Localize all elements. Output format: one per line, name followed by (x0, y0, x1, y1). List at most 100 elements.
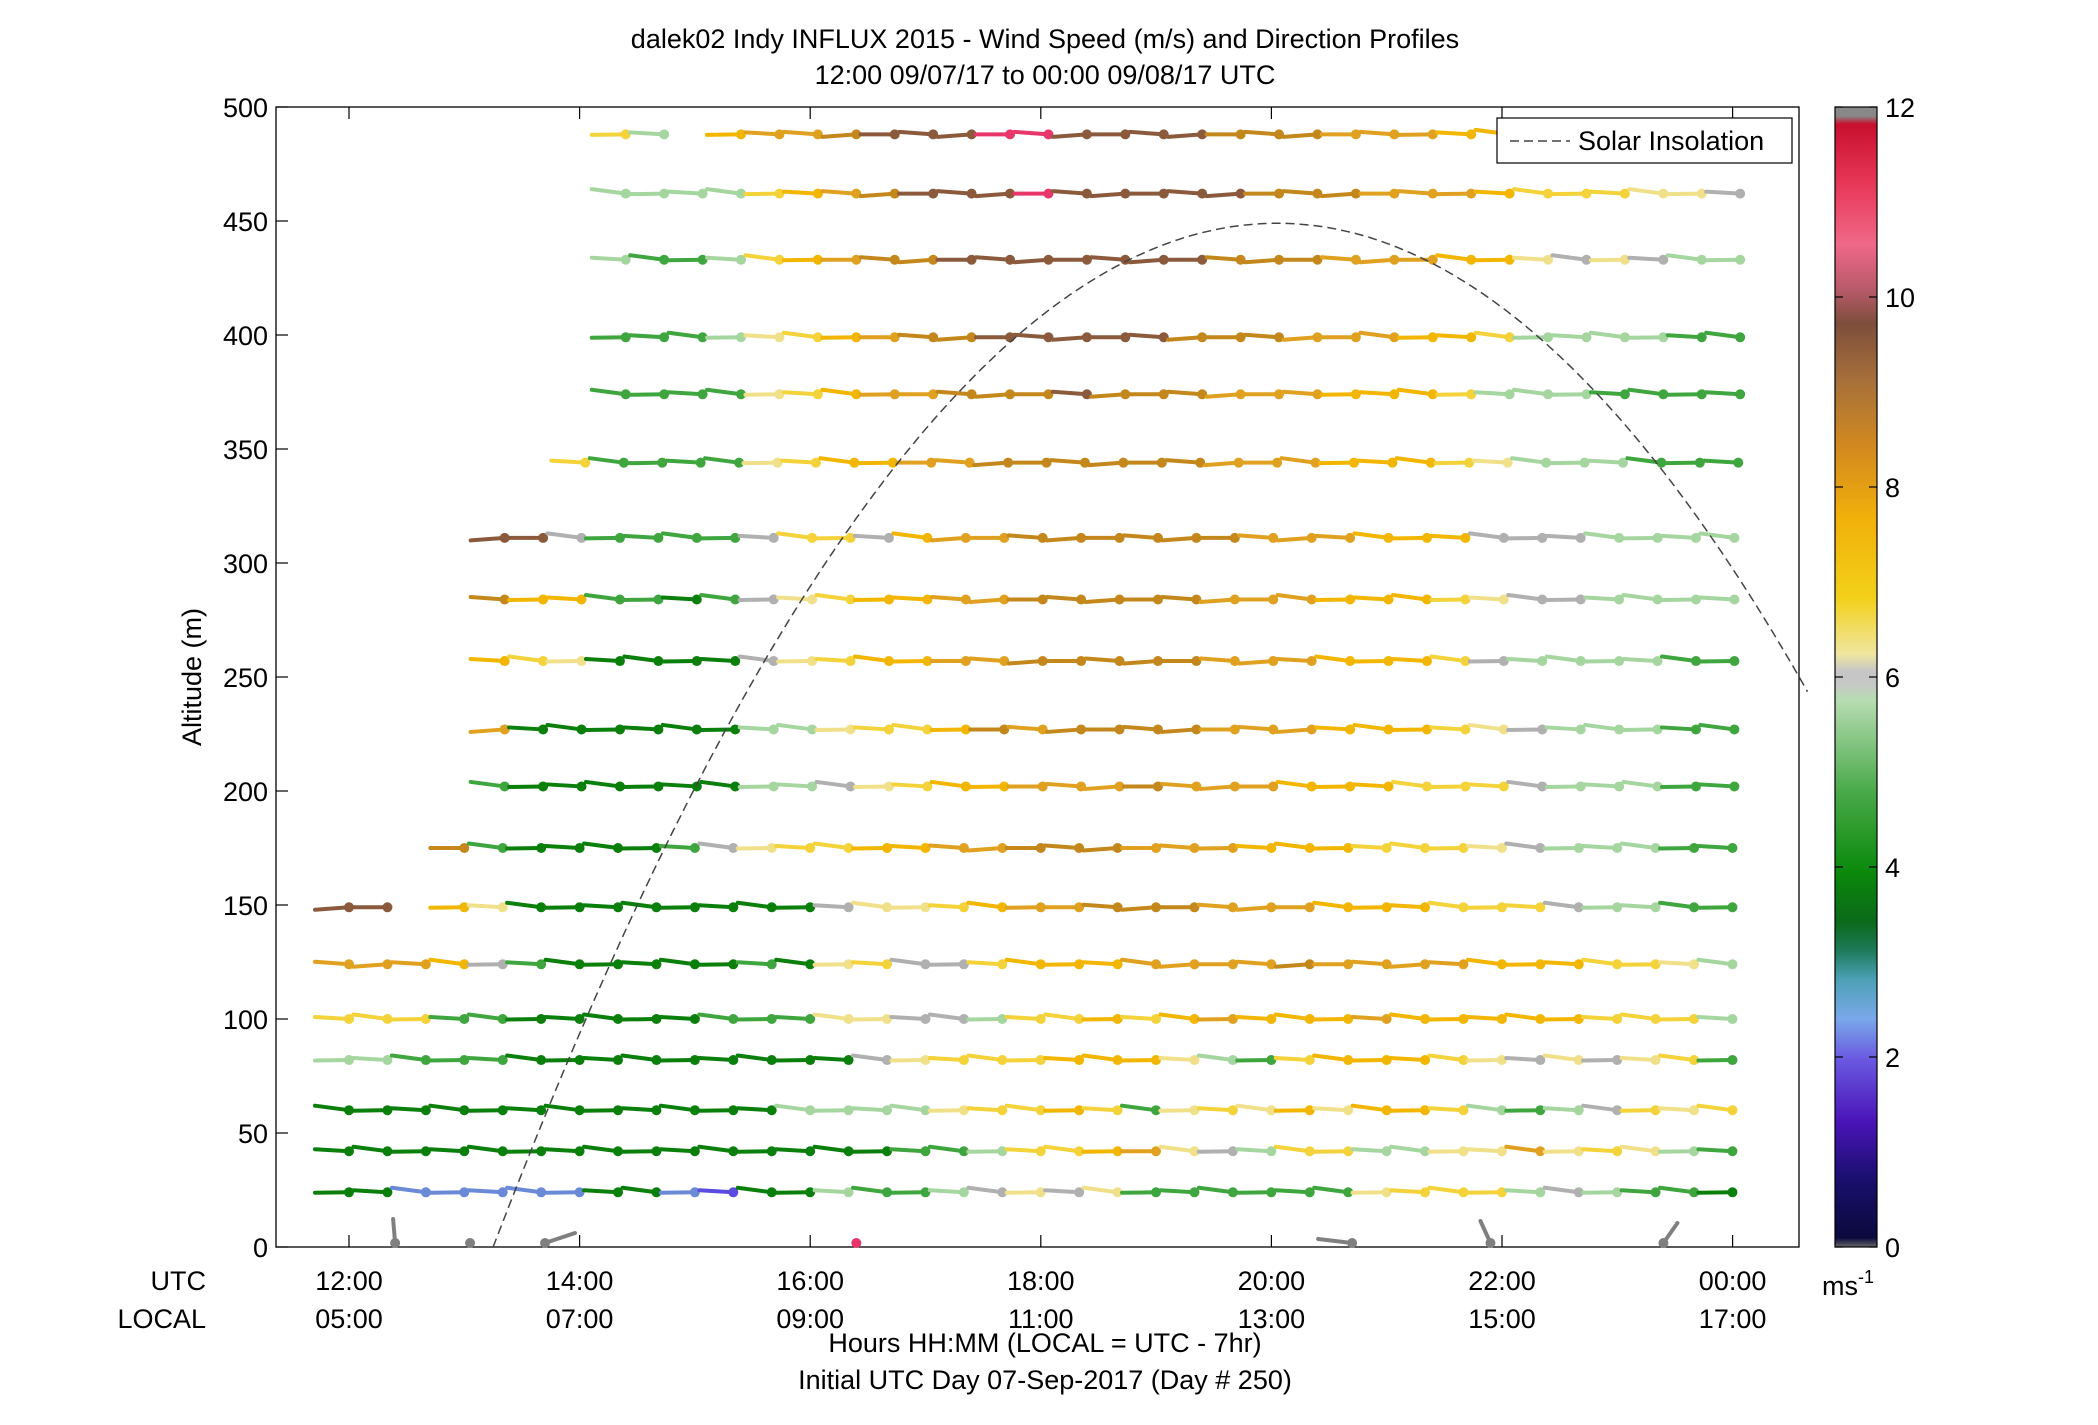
wind-barb (1050, 389, 1089, 397)
wind-barb-point (805, 959, 816, 970)
wind-barb (1043, 1012, 1082, 1021)
utc-tick-label: 12:00 (315, 1266, 383, 1296)
wind-barb-point (1420, 1014, 1431, 1024)
wind-barb-point (1537, 594, 1548, 605)
wind-barb (1542, 1149, 1581, 1154)
surface-point (1347, 1238, 1358, 1248)
wind-barb-point (574, 959, 585, 970)
wind-barb-point (613, 1146, 624, 1157)
wind-barb (1544, 654, 1583, 664)
wind-barb (1319, 191, 1358, 199)
wind-barb (666, 189, 705, 196)
local-tick-label: 05:00 (315, 1304, 383, 1334)
wind-barb (658, 1058, 697, 1063)
wind-barb-point (851, 332, 862, 343)
wind-barb-point (1535, 902, 1546, 913)
wind-barb-point (807, 724, 818, 735)
wind-barb-point (382, 1187, 393, 1198)
wind-barb (774, 1103, 813, 1113)
wind-barb (1504, 1012, 1543, 1021)
wind-barb (776, 659, 815, 664)
wind-barb (697, 903, 736, 910)
wind-barb-point (1229, 594, 1240, 605)
wind-barb (1350, 844, 1389, 850)
wind-barb (1390, 727, 1429, 732)
colorbar-tick-label: 4 (1885, 853, 1900, 883)
wind-barb-point (1696, 332, 1707, 343)
local-row-label: LOCAL (117, 1304, 206, 1334)
wind-barb (1621, 779, 1660, 789)
wind-barb-point (807, 781, 818, 792)
colorbar-tick-label: 2 (1885, 1043, 1900, 1073)
wind-barb (820, 189, 859, 196)
wind-barb-point (1496, 959, 1507, 970)
surface-point (851, 1238, 862, 1248)
wind-barb (1389, 1108, 1428, 1113)
wind-barb (1389, 1188, 1428, 1195)
wind-barb (1581, 1015, 1620, 1021)
wind-barb (889, 1103, 928, 1113)
wind-barb (812, 962, 851, 967)
wind-barb (1581, 905, 1620, 910)
wind-barb-point (766, 959, 777, 970)
wind-barb (589, 187, 628, 196)
wind-barb-point (1114, 594, 1125, 605)
wind-barb (1045, 727, 1084, 734)
wind-barb (1696, 905, 1735, 910)
wind-barb-point (1581, 332, 1592, 343)
wind-barb-point (920, 959, 931, 970)
wind-barb-point (689, 1146, 700, 1157)
wind-barb-point (768, 724, 779, 735)
wind-barb-point (997, 959, 1008, 970)
wind-barb-point (1735, 254, 1746, 265)
wind-barb-point (812, 332, 823, 343)
wind-barb-point (728, 1146, 739, 1157)
wind-barb (1586, 458, 1625, 465)
wind-barb (933, 458, 972, 465)
wind-barb-point (536, 902, 547, 913)
wind-barb-point (1189, 1146, 1200, 1157)
wind-barb (466, 903, 505, 910)
wind-barb-point (920, 1014, 931, 1024)
wind-barb (743, 392, 782, 397)
wind-barb-point (889, 188, 900, 199)
wind-barb-point (1466, 254, 1477, 265)
wind-barb-point (1005, 188, 1016, 199)
wind-barb (1504, 1056, 1543, 1063)
wind-barb (1166, 389, 1205, 397)
y-tick-label: 400 (223, 321, 268, 351)
wind-barb (1275, 592, 1314, 602)
wind-barb (735, 960, 774, 967)
wind-barb (697, 1108, 736, 1113)
wind-barb (889, 905, 928, 910)
wind-barb-point (1343, 902, 1354, 913)
wind-barb (1390, 779, 1429, 789)
wind-barb (620, 1185, 659, 1195)
y-tick-label: 150 (223, 891, 268, 921)
wind-barb (1121, 724, 1160, 732)
wind-barb (1279, 456, 1318, 465)
wind-barb (858, 255, 897, 262)
wind-barb (776, 595, 815, 602)
wind-barb (1164, 458, 1203, 465)
wind-barb (1120, 905, 1159, 912)
wind-barb-point (768, 656, 779, 667)
wind-barb-point (344, 1105, 354, 1116)
wind-barb (620, 1149, 659, 1154)
wind-barb (1696, 1058, 1735, 1063)
wind-barb (466, 1108, 505, 1113)
wind-barb (1467, 595, 1506, 602)
wind-barb-point (420, 1055, 431, 1066)
wind-barb (774, 905, 813, 910)
wind-barb (660, 659, 699, 664)
wind-barb (658, 957, 697, 967)
utc-row-label: UTC (151, 1266, 207, 1296)
y-tick-label: 0 (253, 1233, 268, 1263)
wind-barb (583, 779, 622, 789)
wind-barb (774, 1058, 813, 1063)
wind-barb (1314, 784, 1353, 789)
colorbar-ticks: 0 2 4 6 8 10 12 (1835, 93, 1915, 1263)
wind-barb (582, 1056, 621, 1063)
wind-barb-point (382, 1055, 393, 1066)
wind-barb (776, 531, 815, 540)
